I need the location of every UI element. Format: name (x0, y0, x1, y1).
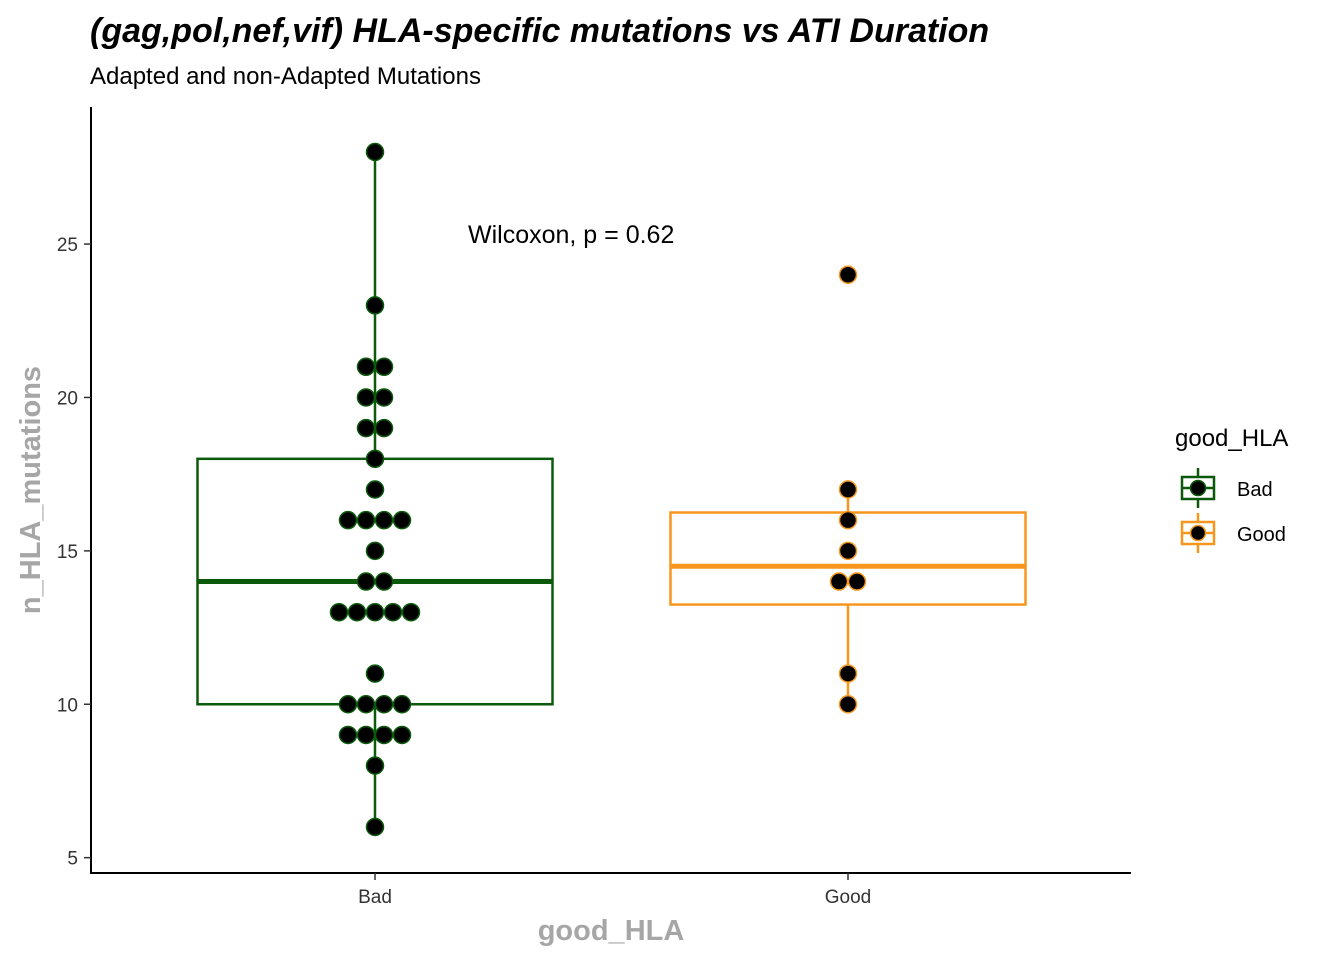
y-axis-title: n_HLA_mutations (15, 366, 47, 614)
legend-key-bad (1180, 468, 1216, 508)
x-tick-label-bad: Bad (358, 887, 392, 908)
data-point-bad (365, 756, 385, 775)
data-point-bad (356, 725, 376, 745)
data-point-bad (383, 602, 403, 622)
data-point-bad (365, 817, 385, 837)
x-axis-title: good_HLA (538, 915, 685, 947)
data-point-bad (374, 695, 394, 714)
data-point-bad (347, 602, 367, 622)
data-point-good (829, 572, 849, 591)
y-tick-label: 15 (57, 542, 78, 563)
data-point-bad (392, 725, 412, 745)
data-point-bad (338, 695, 358, 714)
legend-key-good (1180, 513, 1216, 553)
data-point-bad (365, 142, 385, 162)
wilcoxon-annotation: Wilcoxon, p = 0.62 (468, 221, 674, 249)
legend: good_HLA Bad Good (1175, 425, 1288, 553)
data-point-bad (374, 418, 394, 438)
data-point-bad (356, 357, 376, 377)
legend-keys (1180, 468, 1216, 553)
data-point-bad (356, 695, 376, 714)
data-point-good (838, 480, 858, 499)
x-axis-ticks: Bad Good (358, 873, 871, 908)
data-point-bad (329, 602, 349, 622)
data-point-good (838, 541, 858, 561)
chart-subtitle: Adapted and non-Adapted Mutations (90, 63, 481, 90)
data-point-bad (392, 510, 412, 530)
data-point-bad (356, 418, 376, 438)
data-point-bad (365, 664, 385, 683)
y-tick-label: 20 (57, 388, 78, 409)
data-point-good (838, 510, 858, 530)
data-point-bad (401, 602, 421, 622)
data-point-good (847, 572, 867, 591)
legend-title: good_HLA (1175, 425, 1288, 452)
x-tick-label-good: Good (825, 887, 871, 908)
y-tick-label: 5 (67, 849, 78, 870)
y-tick-label: 10 (57, 695, 78, 716)
box-group-good (669, 265, 1027, 714)
data-point-bad (374, 388, 394, 407)
data-point-good (838, 265, 858, 284)
chart-title: (gag,pol,nef,vif) HLA-specific mutations… (90, 12, 989, 50)
data-point-bad (365, 296, 385, 315)
legend-label-good: Good (1237, 524, 1286, 546)
data-point-bad (374, 572, 394, 591)
y-axis-ticks: 5 10 15 20 25 (57, 235, 91, 870)
data-point-good (838, 695, 858, 714)
data-point-bad (365, 541, 385, 561)
legend-label-bad: Bad (1237, 479, 1273, 501)
data-point-bad (392, 695, 412, 714)
data-point-bad (338, 510, 358, 530)
data-point-bad (338, 725, 358, 745)
data-point-bad (374, 725, 394, 745)
data-point-bad (365, 480, 385, 499)
data-point-bad (356, 388, 376, 407)
data-point-good (838, 664, 858, 683)
data-point-bad (356, 510, 376, 530)
data-point-bad (374, 510, 394, 530)
plot-area (196, 142, 1027, 837)
data-point-bad (365, 602, 385, 622)
y-tick-label: 25 (57, 235, 78, 256)
box-group-bad (196, 142, 554, 837)
data-point-bad (365, 449, 385, 469)
data-point-bad (356, 572, 376, 591)
data-point-bad (374, 357, 394, 377)
